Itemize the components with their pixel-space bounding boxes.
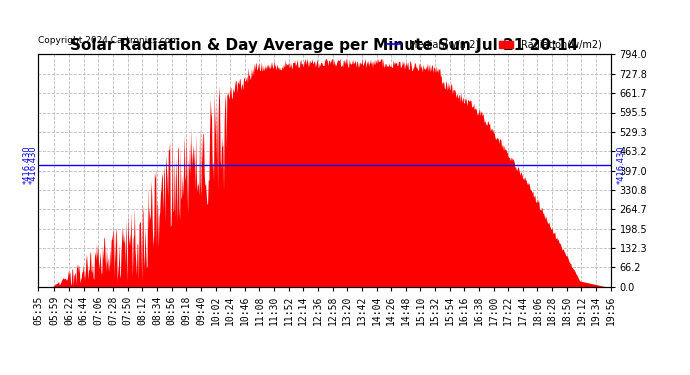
Text: *416.430: *416.430 [29,146,38,184]
Text: Copyright 2024 Cartronics.com: Copyright 2024 Cartronics.com [38,36,179,45]
Text: *416.430: *416.430 [616,146,625,184]
Text: *416.430: *416.430 [23,146,32,184]
Legend: Median(w/m2), Radiation(w/m2): Median(w/m2), Radiation(w/m2) [383,36,606,54]
Title: Solar Radiation & Day Average per Minute Sun Jul 21 20:14: Solar Radiation & Day Average per Minute… [70,38,578,53]
